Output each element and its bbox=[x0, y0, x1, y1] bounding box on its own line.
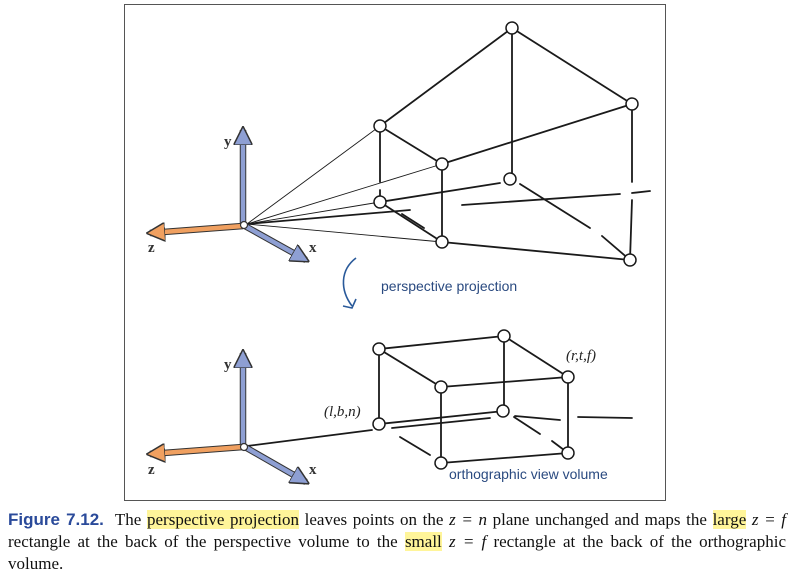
vertex bbox=[373, 195, 387, 209]
equation: z = n bbox=[449, 510, 487, 529]
vertex bbox=[625, 97, 639, 111]
view-axis-line bbox=[246, 209, 411, 225]
ray-line bbox=[246, 125, 381, 225]
x-axis-arrow bbox=[243, 224, 306, 260]
vertex bbox=[505, 21, 519, 35]
y-axis-label: y bbox=[224, 357, 232, 373]
equation: z = f bbox=[751, 510, 787, 529]
vertex bbox=[372, 417, 386, 431]
ray-line bbox=[246, 201, 381, 225]
z-axis-arrow bbox=[150, 226, 244, 233]
origin-dot bbox=[239, 220, 249, 230]
z-axis-label: z bbox=[148, 240, 155, 256]
orthographic-volume: (l,b,n) (r,t,f) orthographic view volume bbox=[246, 329, 633, 482]
figure-caption: Figure 7.12. The perspective projection … bbox=[8, 510, 787, 573]
view-axis-line bbox=[461, 193, 621, 206]
ray-line bbox=[246, 223, 443, 243]
z-axis-arrow bbox=[150, 447, 244, 454]
vertex bbox=[434, 456, 448, 470]
x-axis-arrow bbox=[243, 445, 306, 482]
view-axis-line bbox=[631, 190, 651, 194]
vertex bbox=[496, 404, 510, 418]
bottom-axes: y z x bbox=[148, 353, 317, 485]
vertex bbox=[435, 157, 449, 171]
vertex bbox=[372, 342, 386, 356]
highlight: small bbox=[404, 532, 442, 551]
top-axes: y z x bbox=[148, 130, 317, 263]
vertex bbox=[435, 235, 449, 249]
transition-label: perspective projection bbox=[381, 278, 517, 294]
perspective-volume bbox=[246, 21, 651, 267]
x-axis-label: x bbox=[309, 240, 317, 256]
vertex bbox=[497, 329, 511, 343]
origin-dot bbox=[239, 442, 249, 452]
far-corner-label: (r,t,f) bbox=[566, 348, 596, 364]
vertex bbox=[503, 172, 517, 186]
z-axis-label: z bbox=[148, 462, 155, 478]
transition-arrow: perspective projection bbox=[342, 257, 517, 309]
x-axis-label: x bbox=[309, 462, 317, 478]
near-corner-label: (l,b,n) bbox=[324, 404, 361, 420]
vertex bbox=[434, 380, 448, 394]
highlight: large bbox=[712, 510, 747, 529]
volume-label: orthographic view volume bbox=[449, 466, 608, 482]
equation: z = f bbox=[449, 532, 487, 551]
ray-line bbox=[246, 163, 443, 225]
vertex bbox=[623, 253, 637, 267]
vertex bbox=[561, 446, 575, 460]
vertex bbox=[373, 119, 387, 133]
highlight: perspective projection bbox=[147, 510, 299, 529]
figure-label: Figure 7.12. bbox=[8, 510, 104, 529]
projection-diagram: y z x perspective projection bbox=[0, 21, 651, 485]
vertex bbox=[561, 370, 575, 384]
figure-frame bbox=[124, 4, 666, 501]
y-axis-label: y bbox=[224, 134, 232, 150]
